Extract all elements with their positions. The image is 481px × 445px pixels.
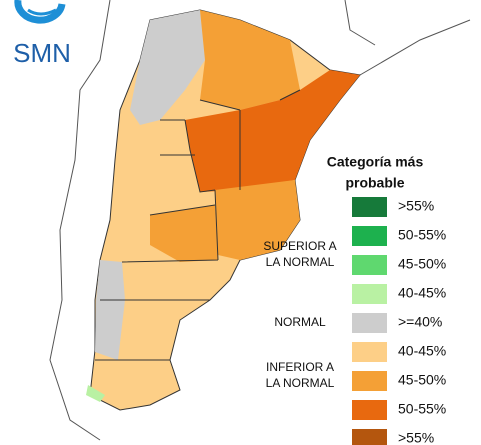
group-label: SUPERIOR A: [263, 239, 336, 253]
legend-label: >55%: [398, 430, 434, 445]
legend: Categoría más probable >55% 50-55% 45-50% 4…: [263, 154, 446, 445]
map: [49, 0, 471, 441]
legend-label: >55%: [398, 198, 434, 214]
legend-swatch: [352, 371, 387, 391]
group-label: INFERIOR A: [266, 360, 334, 374]
neighbor-border: [49, 0, 111, 441]
group-label: LA NORMAL: [266, 255, 335, 269]
legend-label: 45-50%: [398, 256, 446, 272]
region: [215, 180, 300, 260]
legend-label: 40-45%: [398, 343, 446, 359]
legend-swatch: [352, 400, 387, 420]
region: [185, 70, 360, 192]
legend-label: 50-55%: [398, 401, 446, 417]
legend-label: >=40%: [398, 314, 442, 330]
region: [150, 205, 218, 262]
legend-swatch: [352, 284, 387, 304]
neighbor-border: [359, 19, 471, 76]
legend-label: 40-45%: [398, 285, 446, 301]
logo-icon: [14, 0, 66, 24]
legend-title: probable: [345, 175, 404, 191]
legend-swatch: [352, 255, 387, 275]
logo-text: SMN: [13, 38, 71, 68]
region: [95, 260, 125, 360]
legend-swatch: [352, 226, 387, 246]
region: [200, 10, 300, 110]
legend-label: 45-50%: [398, 372, 446, 388]
region: [86, 385, 105, 402]
logo-icon: [27, 8, 57, 16]
legend-swatch: [352, 313, 387, 333]
region: [130, 10, 205, 125]
province-border: [95, 89, 301, 361]
legend-swatch: [352, 342, 387, 362]
group-label: NORMAL: [274, 315, 326, 329]
legend-swatch: [352, 197, 387, 217]
legend-title: Categoría más: [327, 154, 424, 170]
neighbor-border: [344, 0, 376, 46]
legend-swatch: [352, 429, 387, 445]
legend-label: 50-55%: [398, 227, 446, 243]
group-label: LA NORMAL: [266, 376, 335, 390]
logo: SMN: [13, 0, 71, 68]
